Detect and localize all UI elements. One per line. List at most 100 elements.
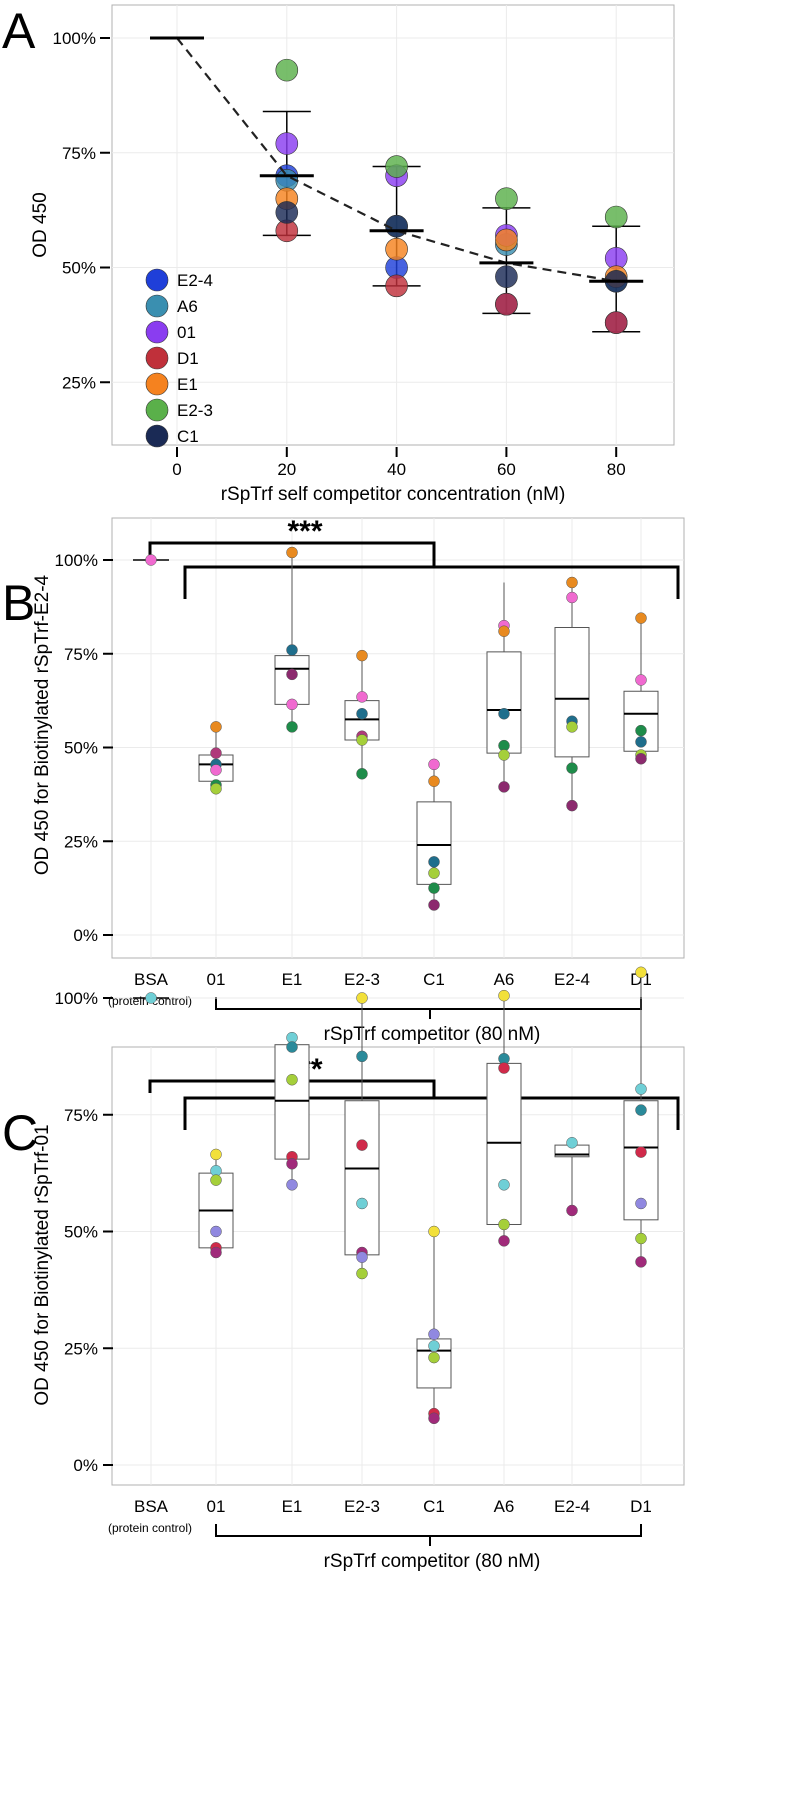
y-tick-label: 50%: [64, 739, 98, 758]
box-A6: [486, 651, 522, 754]
data-point-A6: [498, 989, 510, 1002]
data-point-C1: [428, 1340, 440, 1352]
data-point-D1: [635, 966, 647, 979]
data-point-C1: [428, 1328, 440, 1340]
y-axis-label: OD 450 for Biotinylated rSpTrf-01: [32, 1124, 53, 1405]
data-point-E2-3: [356, 1251, 368, 1263]
y-tick-label: 25%: [64, 1339, 98, 1358]
x-tick-label: 0: [172, 460, 181, 479]
data-point-E2-3: [275, 58, 299, 82]
data-point-E1: [286, 721, 298, 733]
data-point-E2-3: [356, 649, 368, 662]
data-point-E1: [286, 668, 298, 681]
legend-label-01: 01: [177, 323, 196, 342]
panel-letter-c: C: [2, 1105, 38, 1161]
data-point-C1: [428, 867, 440, 879]
data-point-E1: [286, 644, 298, 656]
data-point-A6: [498, 1218, 510, 1231]
data-point-C1: [495, 265, 518, 288]
x-tick-label: C1: [423, 970, 445, 989]
data-point-C1: [428, 882, 440, 894]
data-point-E2-3: [356, 768, 368, 780]
data-point-E1: [286, 698, 298, 711]
x-tick-label: BSA: [134, 970, 169, 989]
data-point-E2-4: [566, 762, 578, 774]
data-point-E2-3: [356, 1267, 368, 1280]
x-tick-label: C1: [423, 1497, 445, 1516]
data-point-E2-3: [356, 1197, 368, 1210]
data-point-A6: [498, 708, 510, 720]
legend-label-E1: E1: [177, 375, 198, 394]
x-tick-note: (protein control): [108, 1521, 192, 1535]
legend-swatch-C1: [145, 424, 169, 448]
panel-letter-a: A: [2, 3, 36, 59]
legend-swatch-A6: [145, 294, 169, 318]
data-point-E2-4: [566, 591, 578, 604]
x-tick-label: E2-4: [554, 1497, 590, 1516]
y-tick-label: 75%: [64, 645, 98, 664]
data-point-E2-3: [356, 734, 368, 746]
data-point-C1: [428, 1412, 440, 1425]
significance-stars: ***: [287, 515, 322, 548]
y-tick-label: 0%: [73, 1456, 98, 1475]
legend-swatch-E2-3: [145, 398, 169, 422]
x-axis-label: rSpTrf self competitor concentration (nM…: [221, 484, 566, 505]
data-point-E2-3: [356, 691, 368, 703]
y-tick-label: 100%: [53, 29, 96, 48]
data-point-E2-4: [566, 721, 578, 733]
data-point-D1: [635, 1197, 647, 1210]
y-tick-label: 100%: [55, 989, 98, 1008]
x-tick-label: 01: [207, 1497, 226, 1516]
panel-c-chart: 0% 25% 50% 75% 100% BSA 01 E1 E2-3 C1 A6 E2-4 D1 (pro…: [32, 966, 685, 1572]
x-tick-label: 01: [207, 970, 226, 989]
x-tick-label: 80: [607, 460, 626, 479]
y-axis-label: OD 450: [30, 192, 51, 257]
legend-swatch-E1: [145, 372, 169, 396]
legend-swatch-01: [145, 320, 169, 344]
competitor-bracket: [215, 1524, 642, 1537]
panel-a-chart: 25% 50% 75% 100% 0 20 40 60 80 rSpTrf self compet…: [30, 4, 675, 505]
data-point-D1: [385, 274, 408, 298]
data-point-D1: [635, 753, 647, 765]
x-tick-label: E2-4: [554, 970, 590, 989]
data-point-E2-4: [566, 799, 578, 812]
y-tick-label: 75%: [64, 1106, 98, 1125]
data-point-01: [210, 1225, 222, 1238]
y-tick-label: 75%: [62, 144, 96, 163]
legend-label-C1: C1: [177, 427, 199, 446]
data-point-01: [210, 747, 222, 759]
x-tick-label: E1: [282, 1497, 303, 1516]
panel-letter-b: B: [2, 575, 35, 631]
data-point-01: [210, 1174, 222, 1186]
data-point-01: [210, 721, 222, 733]
x-tick-label: 20: [277, 460, 296, 479]
data-point-A6: [498, 1235, 510, 1247]
y-tick-label: 50%: [64, 1223, 98, 1242]
plot-frame: [111, 517, 685, 959]
legend-label-E2-3: E2-3: [177, 401, 213, 420]
fit-line: [176, 37, 617, 283]
data-point-D1: [635, 724, 647, 737]
box-E2-4: [554, 627, 590, 758]
y-tick-label: 100%: [55, 551, 98, 570]
data-point-D1: [635, 736, 647, 748]
significance-bracket-bottom: [183, 1096, 680, 1130]
data-point-E1: [286, 1179, 298, 1191]
x-tick-label: A6: [494, 970, 515, 989]
x-tick-label: 60: [497, 460, 516, 479]
data-point-01: [210, 1246, 222, 1259]
data-point-D1: [635, 674, 647, 686]
box-E1: [274, 1044, 310, 1160]
data-point-C1: [428, 758, 440, 771]
legend-label-E2-4: E2-4: [177, 271, 213, 290]
x-tick-label: A6: [494, 1497, 515, 1516]
data-point-A6: [498, 1179, 510, 1191]
data-point-C1: [428, 1225, 440, 1238]
y-axis-label: OD 450 for Biotinylated rSpTrf-E2-4: [32, 574, 53, 875]
y-tick-label: 25%: [64, 832, 98, 851]
competitor-bracket: [215, 997, 642, 1010]
data-point-E1: [286, 1073, 298, 1086]
data-point-D1: [495, 292, 518, 316]
data-point-01: [210, 764, 222, 776]
data-point-E2-3: [385, 155, 408, 178]
